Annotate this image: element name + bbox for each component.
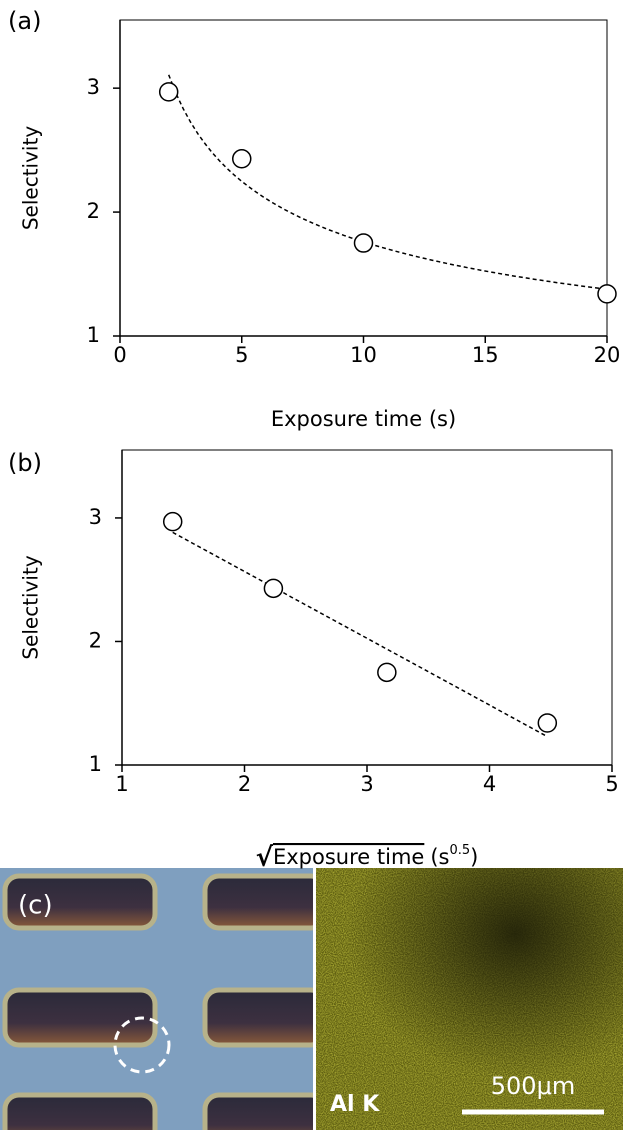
data-point	[158, 82, 179, 102]
y-tick-label: 3	[89, 505, 102, 529]
x-tick-label: 1	[115, 772, 128, 796]
data-point	[537, 713, 558, 733]
y-axis-label: Selectivity	[19, 555, 43, 659]
x-axis-label: Exposure time (s)	[271, 407, 456, 431]
x-tick-label: 5	[235, 343, 248, 367]
data-point	[263, 578, 284, 599]
y-tick-label: 2	[87, 199, 100, 223]
y-tick-label: 1	[89, 752, 102, 776]
radicand: Exposure time	[273, 845, 424, 869]
x-tick-label: 3	[360, 772, 373, 796]
panel-label: (b)	[8, 449, 42, 477]
trendline	[172, 531, 548, 738]
unit-exponent: 0.5	[449, 843, 470, 858]
x-tick-label: 15	[472, 343, 499, 367]
data-point	[353, 233, 374, 253]
y-axis-label: Selectivity	[19, 126, 43, 230]
unit: )	[470, 845, 478, 869]
data-point	[377, 662, 397, 683]
radical: √	[256, 843, 274, 873]
eds-map	[316, 868, 623, 1130]
data-point	[232, 149, 252, 169]
y-tick-label: 1	[87, 323, 100, 347]
y-tick-label: 2	[89, 628, 102, 652]
plot-frame	[121, 449, 613, 766]
x-tick-label: 10	[350, 343, 377, 367]
x-axis-label: √Exposure time (s0.5)	[256, 843, 479, 873]
scale-bar-label: 500μm	[491, 1072, 575, 1100]
x-tick-label: 20	[594, 343, 621, 367]
panel-label: (c)	[18, 891, 53, 921]
x-tick-label: 5	[605, 772, 618, 796]
x-tick-label: 2	[238, 772, 251, 796]
optical-image	[0, 868, 328, 1130]
data-point	[162, 511, 183, 532]
unit: (s	[430, 845, 449, 869]
x-tick-label: 0	[113, 343, 126, 367]
element-label: Al K	[330, 1092, 380, 1117]
panel-label: (a)	[8, 7, 41, 35]
trendline	[168, 74, 608, 291]
plot-frame	[119, 19, 608, 337]
y-tick-label: 3	[87, 75, 100, 99]
data-point	[597, 284, 617, 304]
x-tick-label: 4	[483, 772, 496, 796]
